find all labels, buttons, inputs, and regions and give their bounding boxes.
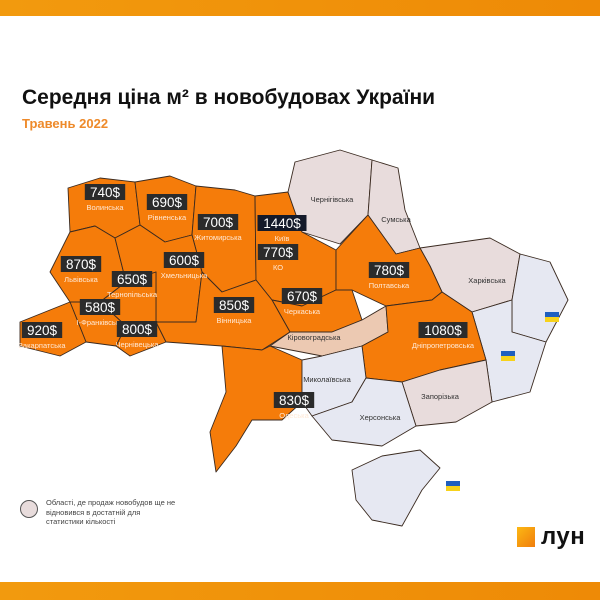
- price-box: [21, 322, 63, 338]
- region-name: Хмельницька: [161, 271, 208, 280]
- price-value: 870$: [66, 257, 97, 272]
- region-label: 850$ Вінницька: [213, 297, 255, 325]
- bottom-bar: [0, 582, 600, 600]
- region-label: 740$ Волинська: [84, 184, 126, 212]
- region-label: Запорізька: [421, 392, 460, 401]
- price-box: [60, 256, 102, 272]
- price-box: [257, 244, 299, 260]
- price-value: 1080$: [424, 323, 462, 338]
- price-box: [116, 321, 158, 337]
- region-name: Львівська: [64, 275, 98, 284]
- price-box: [368, 262, 410, 278]
- price-value: 580$: [85, 300, 116, 315]
- region-name: Кіровоградська: [287, 333, 341, 342]
- region-name: Черкаська: [284, 307, 321, 316]
- price-value: 700$: [203, 215, 234, 230]
- region-label: 920$ Закарпатська: [18, 322, 66, 350]
- region-label: 770$ КО: [257, 244, 299, 272]
- region-label: 670$ Черкаська: [281, 288, 323, 316]
- region-name: Закарпатська: [18, 341, 66, 350]
- price-box: [146, 194, 188, 210]
- page-subtitle: Травень 2022: [22, 116, 109, 131]
- price-value: 690$: [152, 195, 183, 210]
- price-box: [84, 184, 126, 200]
- region-name: Сумська: [381, 215, 411, 224]
- region-name: Житомирська: [194, 233, 242, 242]
- region-label: Чернігівська: [311, 195, 355, 204]
- price-box: [79, 299, 121, 315]
- price-value: 600$: [169, 253, 200, 268]
- price-box: [213, 297, 255, 313]
- region-name: Херсонська: [360, 413, 402, 422]
- region-name: Одеська: [279, 411, 309, 420]
- region-label: 1080$ Дніпропетровська: [412, 322, 475, 350]
- price-box: [281, 288, 323, 304]
- region-name: Рівненська: [148, 213, 187, 222]
- region-name: Волинська: [87, 203, 125, 212]
- region-luhansk: [511, 253, 569, 343]
- price-box: [163, 252, 205, 268]
- legend: Області, де продаж новобудов ще не відно…: [20, 498, 176, 527]
- region-label: 600$ Хмельницька: [161, 252, 208, 280]
- price-box: [111, 271, 153, 287]
- price-box: [257, 215, 307, 231]
- region-name: І-Франківська: [77, 318, 125, 327]
- region-label: 800$ Чернівецька: [115, 321, 159, 349]
- region-name: Чернігівська: [311, 195, 355, 204]
- region-label: 830$ Одеська: [273, 392, 315, 420]
- price-value: 1440$: [263, 216, 301, 231]
- region-label: 690$ Рівненська: [146, 194, 188, 222]
- price-value: 780$: [374, 263, 405, 278]
- legend-swatch: [20, 500, 38, 518]
- legend-text: Області, де продаж новобудов ще не відно…: [46, 498, 176, 526]
- region-label: Миколаївська: [303, 375, 351, 384]
- ukraine-flag-icon: [545, 312, 559, 322]
- region-name: Полтавська: [369, 281, 410, 290]
- price-value: 740$: [90, 185, 121, 200]
- logo-square-icon: [517, 527, 535, 547]
- region-label: 580$ І-Франківська: [77, 299, 125, 327]
- region-label: Сумська: [381, 215, 411, 224]
- region-label: Харківська: [468, 276, 506, 285]
- price-box: [273, 392, 315, 408]
- region-name: Чернівецька: [115, 340, 159, 349]
- price-box: [197, 214, 239, 230]
- top-bar: [0, 0, 600, 16]
- region-name: Миколаївська: [303, 375, 351, 384]
- region-label: Кіровоградська: [287, 333, 341, 342]
- region-name: Тернопільська: [107, 290, 158, 299]
- region-name: Харківська: [468, 276, 506, 285]
- region-name: Київ: [275, 234, 290, 243]
- price-value: 670$: [287, 289, 318, 304]
- price-value: 650$: [117, 272, 148, 287]
- ukraine-flag-icon: [501, 351, 515, 361]
- region-label: 780$ Полтавська: [369, 262, 410, 290]
- region-label: 870$ Львівська: [60, 256, 102, 284]
- region-kherson: [311, 377, 417, 447]
- region-name: КО: [273, 263, 283, 272]
- ukraine-flag-icon: [446, 481, 460, 491]
- region-odesa: [209, 345, 303, 473]
- page-title: Середня ціна м² в новобудовах України: [22, 86, 436, 109]
- logo-name: лун: [541, 523, 586, 550]
- price-value: 800$: [122, 322, 153, 337]
- price-value: 850$: [219, 298, 250, 313]
- region-label: Херсонська: [360, 413, 402, 422]
- price-value: 830$: [279, 393, 310, 408]
- price-value: 770$: [263, 245, 294, 260]
- region-label: 650$ Тернопільська: [107, 271, 158, 299]
- region-name: Запорізька: [421, 392, 460, 401]
- price-box: [418, 322, 468, 338]
- price-value: 920$: [27, 323, 58, 338]
- region-name: Вінницька: [217, 316, 253, 325]
- region-crimea: [351, 449, 441, 527]
- region-label: 700$ Житомирська: [194, 214, 243, 242]
- region-label: 1440$ Київ: [257, 215, 307, 243]
- region-name: Дніпропетровська: [412, 341, 475, 350]
- lun-logo: лун: [517, 523, 585, 551]
